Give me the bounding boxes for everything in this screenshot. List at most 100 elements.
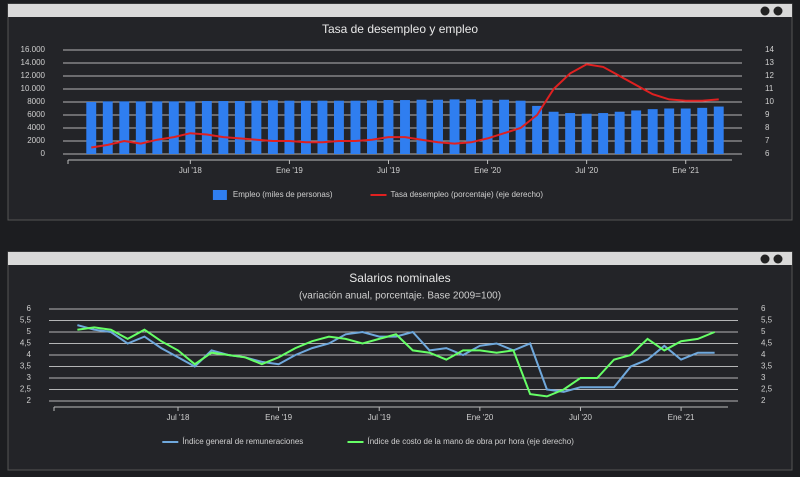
y-tick-label: 12.000 — [21, 71, 46, 80]
y2-tick-label: 2 — [761, 396, 766, 405]
y-tick-label: 3,5 — [20, 362, 32, 371]
x-tick-label: Ene '19 — [265, 413, 292, 422]
y-tick-label: 5,5 — [20, 316, 32, 325]
panel-header — [8, 252, 792, 265]
y-tick-label: 0 — [41, 149, 46, 158]
y-tick-label: 8000 — [27, 97, 45, 106]
bar — [433, 99, 443, 154]
y2-tick-label: 6 — [761, 304, 766, 313]
legend-label: Índice de costo de la mano de obra por h… — [368, 437, 575, 446]
bar — [548, 111, 559, 154]
x-tick-label: Jul '20 — [569, 413, 592, 422]
x-tick-label: Jul '19 — [377, 166, 400, 175]
bar — [499, 99, 510, 154]
bar — [400, 100, 410, 154]
y2-tick-label: 3 — [761, 373, 766, 382]
bar — [284, 100, 295, 154]
panel-header — [8, 4, 792, 17]
x-tick-label: Jul '18 — [167, 413, 190, 422]
line — [77, 324, 715, 393]
expand-icon[interactable] — [773, 6, 783, 16]
bar — [680, 108, 691, 154]
y-tick-label: 6 — [27, 304, 32, 313]
y-tick-label: 2,5 — [20, 385, 32, 394]
y2-tick-label: 6 — [765, 149, 770, 158]
y-tick-label: 6000 — [27, 110, 45, 119]
x-tick-label: Ene '21 — [672, 166, 699, 175]
bar — [168, 101, 179, 154]
y2-tick-label: 8 — [765, 123, 770, 132]
y2-tick-label: 12 — [765, 71, 774, 80]
bar — [697, 107, 708, 154]
bar — [185, 101, 196, 154]
y2-tick-label: 2,5 — [761, 385, 773, 394]
legend-label: Empleo (miles de personas) — [233, 190, 333, 199]
bar — [135, 101, 146, 154]
bar — [416, 99, 427, 154]
y-tick-label: 2 — [27, 396, 32, 405]
y-tick-label: 4 — [27, 350, 32, 359]
info-icon[interactable] — [760, 254, 770, 264]
chart-title: Tasa de desempleo y empleo — [322, 22, 478, 36]
legend-label: Índice general de remuneraciones — [182, 437, 303, 446]
y-tick-label: 2000 — [27, 136, 45, 145]
y-tick-label: 14.000 — [21, 58, 46, 67]
bar — [152, 101, 163, 154]
chart-subtitle: (variación anual, porcentaje. Base 2009=… — [299, 291, 501, 302]
expand-icon[interactable] — [773, 254, 783, 264]
y2-tick-label: 10 — [765, 97, 774, 106]
bar — [234, 101, 245, 154]
x-tick-label: Jul '20 — [575, 166, 598, 175]
bar — [482, 99, 493, 154]
bar — [102, 101, 113, 154]
line — [77, 326, 715, 398]
y2-tick-label: 4 — [761, 350, 766, 359]
bar — [664, 108, 675, 154]
bar — [300, 100, 311, 154]
y-tick-label: 16.000 — [21, 45, 46, 54]
bar — [333, 100, 344, 154]
y2-tick-label: 11 — [765, 84, 774, 93]
legend-label: Tasa desempleo (porcentaje) (eje derecho… — [391, 190, 544, 199]
chart-title: Salarios nominales — [349, 271, 450, 285]
bar — [565, 113, 576, 154]
x-tick-label: Ene '19 — [276, 166, 303, 175]
bar — [598, 113, 609, 154]
panel — [7, 251, 793, 471]
y2-tick-label: 13 — [765, 58, 774, 67]
panel-frame — [7, 251, 793, 471]
y2-tick-label: 9 — [765, 110, 770, 119]
bar — [532, 105, 543, 154]
bar — [449, 99, 460, 154]
bar — [350, 100, 361, 154]
y-tick-label: 10.000 — [21, 84, 46, 93]
bar — [614, 111, 625, 154]
x-tick-label: Ene '21 — [668, 413, 695, 422]
bar — [631, 110, 642, 154]
x-tick-label: Ene '20 — [466, 413, 493, 422]
y2-tick-label: 14 — [765, 45, 774, 54]
bar — [218, 101, 229, 154]
x-tick-label: Jul '18 — [179, 166, 202, 175]
y-tick-label: 4,5 — [20, 339, 32, 348]
bar — [466, 99, 477, 154]
bar — [367, 100, 377, 154]
y-tick-label: 3 — [27, 373, 32, 382]
info-icon[interactable] — [760, 6, 770, 16]
bar — [383, 100, 394, 154]
y2-tick-label: 5 — [761, 327, 766, 336]
y-tick-label: 4000 — [27, 123, 45, 132]
line — [91, 63, 719, 149]
bar — [713, 106, 724, 154]
x-tick-label: Jul '19 — [368, 413, 391, 422]
bar — [317, 100, 328, 154]
bar — [86, 102, 97, 154]
bar — [647, 109, 658, 154]
bar — [251, 100, 262, 154]
y-tick-label: 5 — [27, 327, 32, 336]
y2-tick-label: 4,5 — [761, 339, 773, 348]
bar — [119, 101, 130, 154]
y2-tick-label: 5,5 — [761, 316, 773, 325]
y2-tick-label: 3,5 — [761, 362, 773, 371]
